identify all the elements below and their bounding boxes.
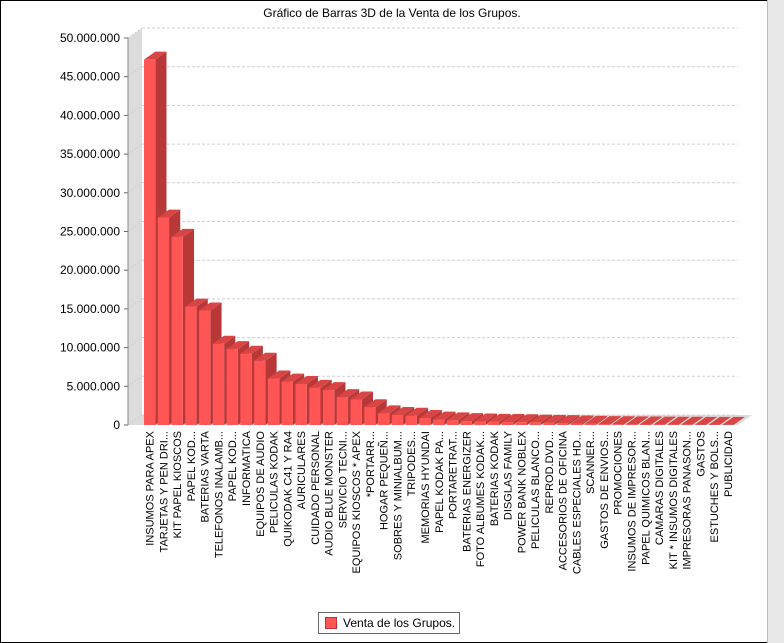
xtick-label: PELICULAS BLANCO... — [530, 431, 542, 549]
bar — [694, 416, 718, 425]
bar — [515, 414, 539, 425]
xtick-label: PELICULAS KODAK — [269, 430, 281, 533]
xtick-label: INFORMATICA — [241, 430, 253, 506]
xtick-label: PAPEL KOD... — [186, 431, 198, 501]
chart-title: Gráfico de Barras 3D de la Venta de los … — [263, 6, 521, 20]
bar — [543, 414, 566, 425]
xtick-label: CUIDADO PERSONAL — [310, 431, 322, 545]
xtick-label: DISGLAS FAMILY — [503, 430, 515, 520]
xtick-label: BATERIAS ENERGIZER — [461, 431, 473, 552]
bar — [598, 416, 621, 425]
bar — [722, 416, 745, 425]
gridline-wall — [127, 337, 143, 349]
ytick-label: 50.000.000 — [60, 31, 120, 45]
xtick-label: PAPEL KOD... — [227, 431, 239, 501]
xtick-label: TELEFONOS INALAMB... — [213, 431, 225, 558]
xtick-label: SCANNER... — [585, 431, 597, 494]
xtick-label: CABLES ESPECIALES HD... — [571, 431, 583, 574]
bar — [529, 414, 552, 425]
bar — [680, 416, 704, 425]
ytick-label: 45.000.000 — [60, 70, 120, 84]
xtick-label: FOTO ALBUMES KODAK... — [475, 431, 487, 567]
xtick-label: TRIPODES... — [406, 431, 418, 496]
bar — [639, 416, 663, 425]
xtick-label: PROMOCIONES — [613, 431, 625, 515]
ytick-label: 30.000.000 — [60, 186, 120, 200]
bar — [708, 416, 731, 425]
xtick-label: KIT * INSUMOS DIGITALES — [668, 431, 680, 569]
legend-swatch — [325, 617, 337, 629]
xtick-label: GASTOS DE ENVIOS... — [599, 431, 611, 549]
ytick-label: 25.000.000 — [60, 225, 120, 239]
xtick-label: TARJETAS Y PEN DRI... — [158, 431, 170, 552]
ytick-label: 0 — [113, 418, 120, 432]
gridline-wall — [127, 414, 143, 426]
xtick-label: PAPEL QUIMICOS BLAN... — [640, 431, 652, 565]
ytick-label: 35.000.000 — [60, 147, 120, 161]
bar — [653, 416, 676, 425]
xtick-label: BATERIAS KODAK — [489, 430, 501, 526]
ytick-label: 20.000.000 — [60, 263, 120, 277]
gridline-wall — [127, 182, 143, 194]
bar — [612, 416, 635, 425]
xtick-label: BATERIAS VARTA — [200, 430, 212, 522]
gridline-wall — [127, 221, 143, 232]
bar — [667, 416, 690, 425]
bar — [584, 415, 608, 425]
bar-chart: 0 5.000.000 10.000.000 15.000.000 20.000.000… — [60, 27, 752, 574]
xtick-label: KIT PAPEL KIOSCOS — [172, 431, 184, 538]
xtick-label: HOGAR PEQUEÑ... — [378, 431, 391, 530]
gridline-wall — [127, 27, 143, 39]
ytick-label: 5.000.000 — [67, 379, 121, 393]
legend: Venta de los Grupos. — [318, 612, 460, 634]
xtick-label: SOBRES Y MINIALBUM... — [392, 431, 404, 560]
xtick-label: ACCESORIOS DE OFICINA — [558, 430, 570, 570]
bar — [570, 415, 594, 425]
gridline-wall — [127, 143, 143, 155]
gridline-wall — [127, 104, 143, 116]
gridline-wall — [127, 259, 143, 271]
ytick-label: 15.000.000 — [60, 302, 120, 316]
xtick-label: ESTUCHES Y BOLS... — [709, 431, 721, 542]
ytick-label: 40.000.000 — [60, 108, 120, 122]
xtick-label: *PORTARR... — [365, 431, 377, 497]
legend-label: Venta de los Grupos. — [343, 616, 456, 630]
xtick-label: AUDIO BLUE MONSTER — [324, 431, 336, 556]
xtick-label: CAMARAS DIGITALES — [654, 431, 666, 545]
xtick-label: POWER BANK NOBLEX — [516, 430, 528, 553]
bar — [557, 415, 580, 425]
bar — [625, 416, 649, 425]
gridline-wall — [127, 375, 143, 387]
xtick-label: INSUMOS PARA APEX — [145, 430, 157, 545]
xtick-label: EQUIPOS KIOSCOS * APEX — [351, 430, 363, 573]
xtick-label: INSUMOS DE IMPRESOR... — [627, 431, 639, 572]
xtick-label: SERVICIO TECNI... — [337, 431, 349, 528]
xtick-label: MEMORIAS HYUNDAI — [420, 431, 432, 543]
xtick-label: QUIKODAK C41 Y RA4 — [282, 431, 294, 547]
ytick-label: 10.000.000 — [60, 341, 120, 355]
xtick-label: IMPRESORAS PANASON... — [682, 431, 694, 570]
gridline-wall — [127, 66, 143, 78]
xtick-label: PUBLICIDAD — [723, 431, 735, 497]
xtick-label: EQUIPOS DE AUDIO — [255, 431, 267, 537]
xtick-label: PAPEL KODAK PA... — [434, 431, 446, 533]
xtick-label: PORTARETRAT... — [448, 431, 460, 519]
xtick-label: REPROD.DVD... — [544, 431, 556, 514]
xtick-label: GASTOS — [695, 431, 707, 477]
window-edge — [767, 0, 784, 643]
xtick-label: AURICULARES — [296, 431, 308, 509]
gridline-wall — [127, 298, 143, 310]
